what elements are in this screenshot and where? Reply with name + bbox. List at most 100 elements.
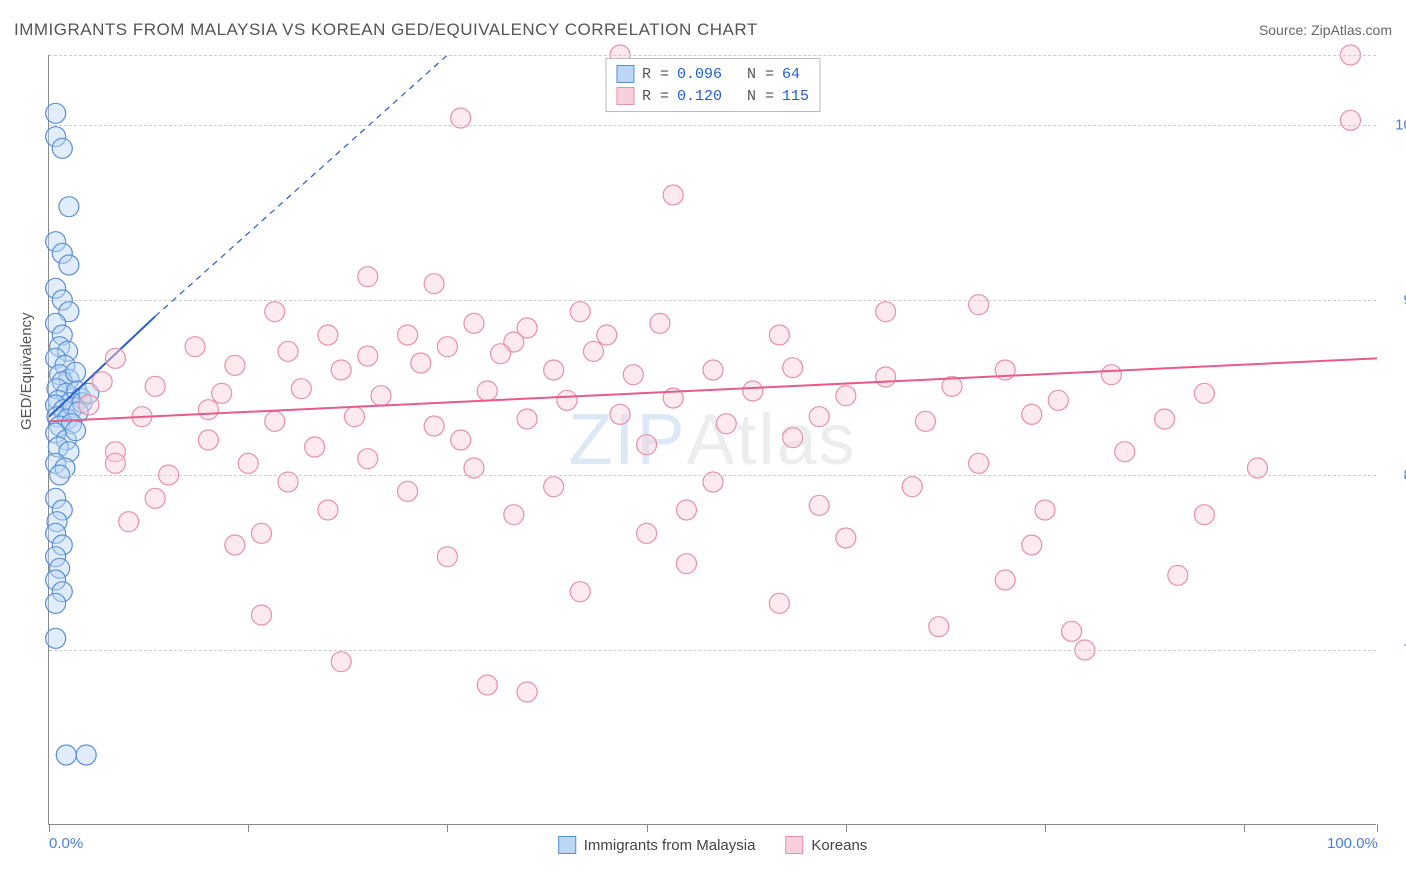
scatter-point-koreans [305,437,325,457]
scatter-point-koreans [198,400,218,420]
scatter-point-koreans [836,386,856,406]
x-tick [248,824,249,832]
scatter-point-koreans [1022,535,1042,555]
scatter-point-koreans [424,274,444,294]
source-name: ZipAtlas.com [1311,22,1392,38]
scatter-point-koreans [358,267,378,287]
y-tick-label: 77.5% [1386,642,1406,659]
series-label-koreans: Koreans [811,837,867,854]
source-attribution: Source: ZipAtlas.com [1259,22,1392,38]
scatter-point-malaysia [66,421,86,441]
scatter-point-malaysia [46,628,66,648]
swatch-malaysia [558,836,576,854]
scatter-point-koreans [902,477,922,497]
x-tick [1377,824,1378,832]
scatter-point-koreans [969,453,989,473]
x-tick [1045,824,1046,832]
scatter-point-koreans [265,302,285,322]
scatter-point-koreans [544,477,564,497]
scatter-point-koreans [915,411,935,431]
n-label: N = [747,88,774,105]
scatter-point-koreans [145,376,165,396]
scatter-point-koreans [676,554,696,574]
y-tick-label: 85.0% [1386,467,1406,484]
scatter-point-koreans [344,407,364,427]
scatter-point-koreans [451,430,471,450]
title-bar: IMMIGRANTS FROM MALAYSIA VS KOREAN GED/E… [14,20,1392,40]
scatter-point-koreans [1062,621,1082,641]
scatter-point-koreans [225,535,245,555]
scatter-point-koreans [185,337,205,357]
scatter-point-koreans [331,360,351,380]
scatter-point-koreans [251,605,271,625]
scatter-point-koreans [504,505,524,525]
scatter-point-koreans [291,379,311,399]
scatter-point-malaysia [52,138,72,158]
scatter-point-malaysia [59,197,79,217]
legend-row-koreans: R = 0.120 N = 115 [616,85,809,107]
scatter-point-koreans [650,313,670,333]
x-tick [447,824,448,832]
x-tick [846,824,847,832]
scatter-point-koreans [876,367,896,387]
scatter-point-koreans [769,593,789,613]
scatter-point-koreans [783,428,803,448]
scatter-point-koreans [212,383,232,403]
scatter-point-koreans [570,302,590,322]
scatter-point-koreans [1022,404,1042,424]
x-tick-label: 100.0% [1327,835,1378,852]
y-tick-label: 92.5% [1386,292,1406,309]
scatter-chart [49,55,1376,824]
scatter-point-koreans [464,313,484,333]
source-label: Source: [1259,22,1307,38]
scatter-point-koreans [809,495,829,515]
scatter-point-koreans [1101,365,1121,385]
scatter-point-koreans [265,411,285,431]
scatter-point-koreans [198,430,218,450]
scatter-point-koreans [477,675,497,695]
swatch-koreans [785,836,803,854]
scatter-point-koreans [570,582,590,602]
gridline-h [49,300,1376,301]
scatter-point-koreans [145,488,165,508]
scatter-point-koreans [929,617,949,637]
scatter-point-koreans [371,386,391,406]
scatter-point-koreans [1035,500,1055,520]
scatter-point-koreans [1048,390,1068,410]
x-tick [647,824,648,832]
scatter-point-koreans [703,360,723,380]
scatter-point-malaysia [46,103,66,123]
r-label: R = [642,66,669,83]
scatter-point-koreans [437,547,457,567]
legend-item-malaysia: Immigrants from Malaysia [558,836,756,854]
gridline-h [49,125,1376,126]
plot-area: ZIPAtlas R = 0.096 N = 64 R = 0.120 N = … [48,55,1376,825]
swatch-koreans [616,87,634,105]
scatter-point-koreans [491,344,511,364]
scatter-point-koreans [358,346,378,366]
scatter-point-koreans [437,337,457,357]
scatter-point-koreans [105,348,125,368]
scatter-point-koreans [716,414,736,434]
scatter-point-koreans [238,453,258,473]
x-tick [1244,824,1245,832]
scatter-point-koreans [517,409,537,429]
scatter-point-koreans [1115,442,1135,462]
scatter-point-koreans [995,570,1015,590]
scatter-point-koreans [610,404,630,424]
scatter-point-koreans [1168,565,1188,585]
scatter-point-malaysia [59,255,79,275]
scatter-point-koreans [278,341,298,361]
scatter-point-koreans [637,523,657,543]
scatter-point-koreans [876,302,896,322]
scatter-point-koreans [663,185,683,205]
scatter-point-koreans [424,416,444,436]
n-label: N = [747,66,774,83]
n-value-koreans: 115 [782,88,809,105]
scatter-point-malaysia [66,362,86,382]
scatter-point-koreans [623,365,643,385]
scatter-point-koreans [251,523,271,543]
scatter-point-koreans [783,358,803,378]
scatter-point-koreans [477,381,497,401]
scatter-point-koreans [358,449,378,469]
